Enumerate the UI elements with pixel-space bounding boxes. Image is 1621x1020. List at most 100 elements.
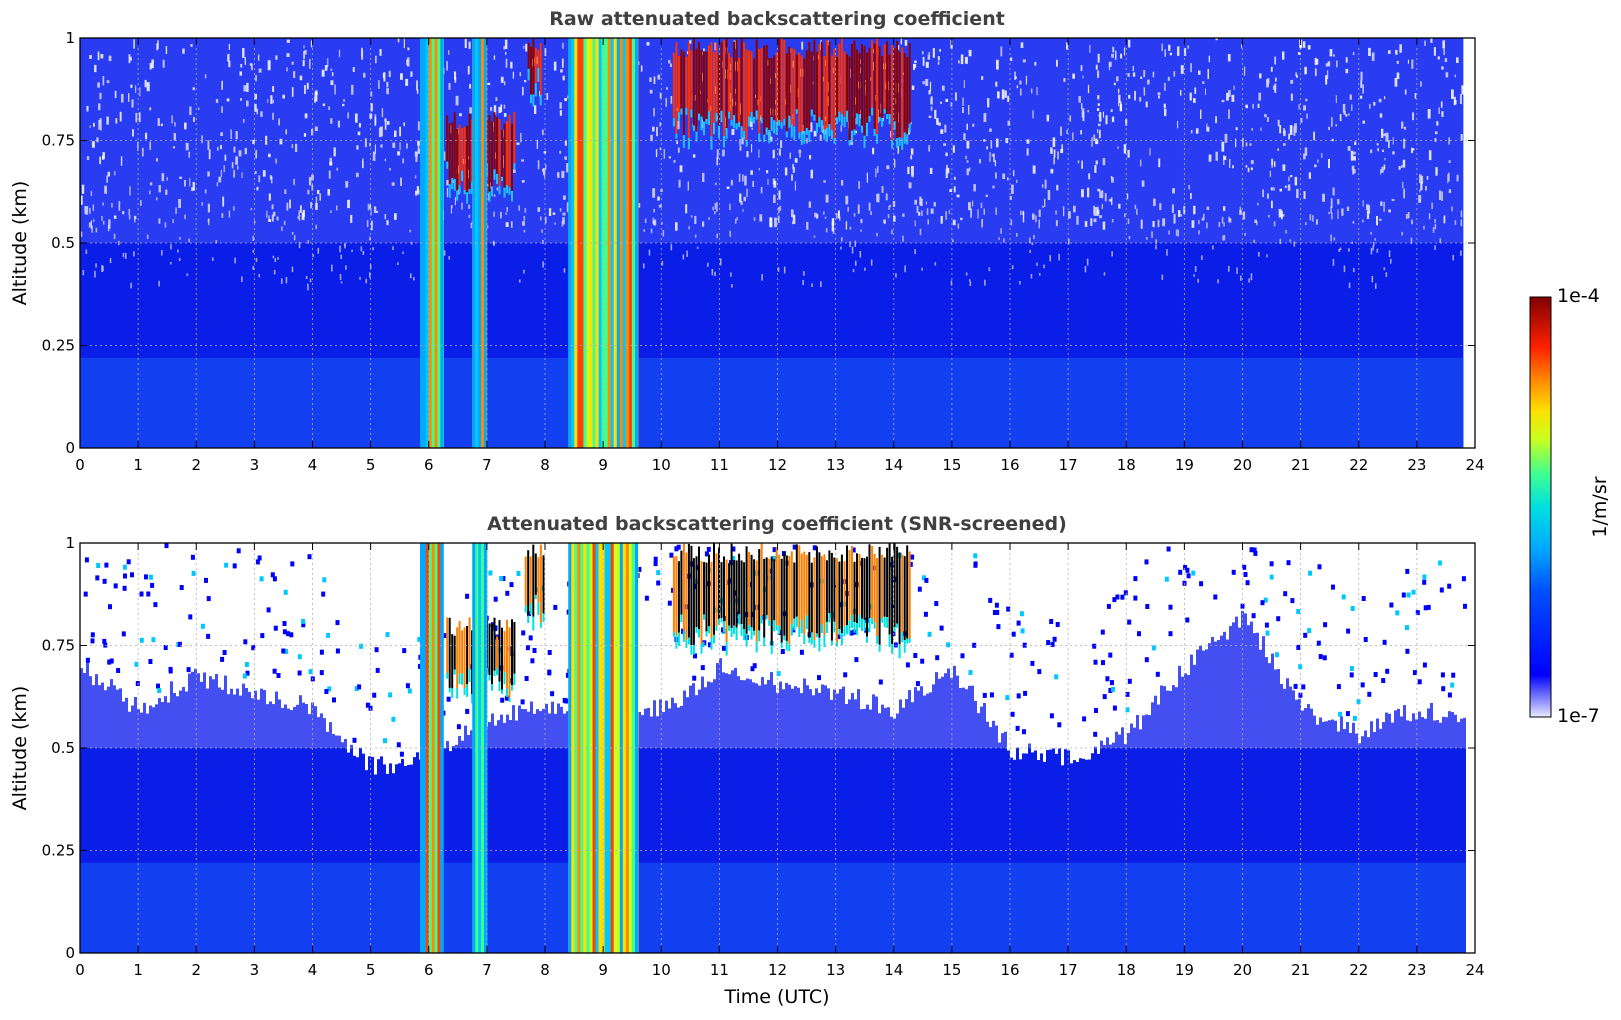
noise-speckle [370,208,372,216]
noise-speckle [523,45,525,49]
noise-speckle [1066,129,1068,134]
noise-speckle [81,184,85,194]
screened-pixel [1010,711,1015,717]
screened-pixel [417,636,422,642]
noise-speckle [930,96,933,101]
aerosol-column [1430,703,1433,953]
noise-speckle [963,80,965,88]
aerosol-column [1295,699,1298,953]
cloud-edge [506,185,508,194]
noise-speckle [1177,229,1179,237]
signal-band-stripe [577,38,581,448]
noise-speckle [1353,169,1356,174]
cloud-streak [846,545,848,625]
aerosol-column [1400,716,1403,953]
screened-pixel [1243,572,1248,577]
cloud-edge [778,625,781,634]
aerosol-column [818,692,821,953]
surface-layer [1271,862,1274,953]
noise-speckle [89,207,91,214]
surface-layer [515,862,518,953]
noise-speckle [330,210,332,213]
aerosol-column [923,695,926,953]
screened-pixel [1317,564,1322,570]
screened-pixel [921,575,926,581]
aerosol-column [833,689,836,953]
noise-speckle [185,142,189,151]
residual-layer [764,684,767,748]
residual-layer [86,662,89,748]
screened-pixel [1264,622,1269,628]
noise-speckle [709,106,712,112]
noise-speckle [945,168,948,179]
screened-pixel [752,663,757,669]
surface-layer [833,862,836,953]
residual-layer [923,695,926,748]
surface-layer [1169,862,1172,953]
screened-pixel [272,668,277,674]
residual-layer [260,688,263,748]
noise-speckle [910,155,913,160]
cloud-streak [506,619,508,689]
aerosol-column [1409,721,1412,953]
surface-layer [188,862,191,953]
surface-layer [1094,862,1097,953]
surface-layer [509,862,512,953]
surface-layer [467,862,470,953]
cloud-streak [488,115,491,192]
noise-speckle [1143,87,1146,96]
residual-layer [1247,625,1250,748]
screened-pixel [780,649,785,654]
noise-speckle [564,98,568,102]
noise-speckle [255,75,257,82]
noise-speckle [1266,79,1269,88]
noise-speckle [1288,176,1290,182]
noise-speckle [1190,193,1192,200]
cloud-edge [830,129,833,140]
noise-speckle [773,194,776,203]
noise-speckle [985,194,988,198]
surface-layer [839,862,842,953]
surface-layer [1433,862,1436,953]
cloud-edge [511,191,513,202]
residual-layer [518,705,521,748]
noise-speckle [417,145,420,154]
noise-speckle [845,195,849,205]
signal-band-stripe [610,38,615,448]
cloud-edge [750,112,753,122]
screened-pixel [1108,688,1113,693]
noise-speckle [409,229,411,233]
noise-speckle [673,160,676,163]
cloud-edge [466,684,469,697]
noise-speckle [1343,111,1346,115]
noise-speckle [351,249,353,252]
cloud-streak [713,543,715,635]
noise-speckle [1235,138,1237,148]
noise-speckle [198,107,200,111]
cloud-streak [871,545,874,619]
screened-pixel [1123,590,1128,596]
residual-layer [1355,733,1358,748]
noise-speckle [1282,164,1286,171]
cloud-edge [682,630,685,642]
aerosol-column [986,721,989,953]
noise-speckle [814,212,817,218]
residual-layer [335,735,338,748]
noise-speckle [85,249,88,254]
x-tick-label: 2 [191,456,201,474]
noise-speckle [333,147,336,157]
residual-layer [770,672,773,748]
cloud-streak [728,52,731,112]
signal-band-stripe [607,38,612,448]
x-tick-label: 17 [1059,456,1078,474]
cloud-edge [820,120,823,132]
noise-speckle [289,199,291,209]
residual-layer [1112,742,1115,748]
screened-pixel [123,573,127,579]
aerosol-column [206,688,209,953]
x-tick-label: 19 [1175,456,1194,474]
noise-speckle [1360,71,1363,81]
noise-speckle [1228,265,1230,272]
residual-layer [1145,714,1148,748]
cloud-streak [838,561,841,630]
